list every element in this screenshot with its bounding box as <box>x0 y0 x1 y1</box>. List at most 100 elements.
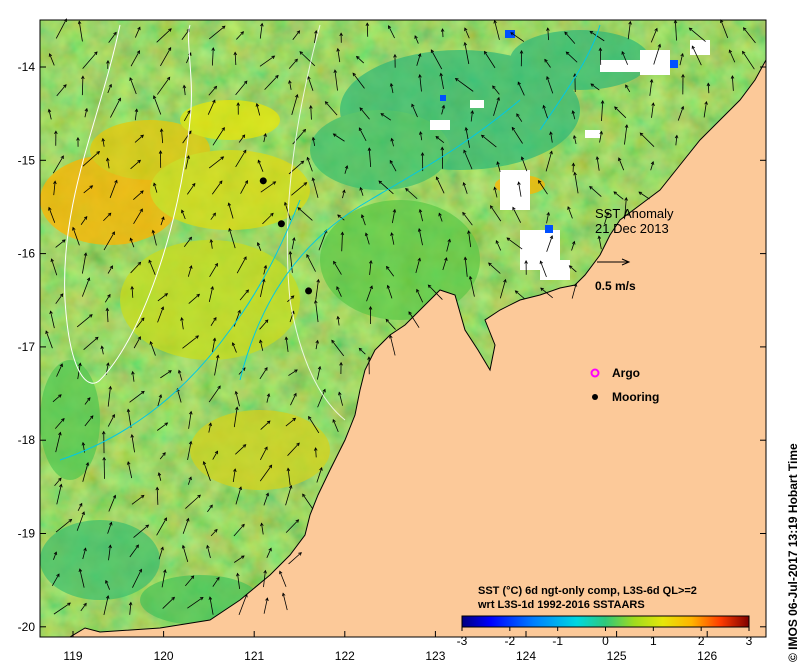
current-vector-head <box>215 354 220 359</box>
current-vector-head <box>77 20 82 25</box>
current-vector-head <box>444 257 448 261</box>
y-tick-label: -18 <box>18 433 36 447</box>
current-vector-head <box>435 176 440 181</box>
current-vector-head <box>134 108 139 113</box>
current-vector-head <box>181 544 186 549</box>
current-vector-head <box>257 159 261 164</box>
current-vector-head <box>651 102 655 107</box>
current-vector <box>208 385 221 403</box>
current-vector <box>130 238 135 248</box>
current-vector-head <box>105 595 110 599</box>
current-vector <box>284 202 291 221</box>
current-vector <box>153 95 162 115</box>
current-vector-head <box>314 29 318 34</box>
current-vector <box>565 51 578 63</box>
current-vector <box>212 338 216 353</box>
current-vector <box>287 442 300 456</box>
current-vector <box>651 103 654 118</box>
current-vector-head <box>488 262 492 267</box>
current-vector <box>236 31 244 40</box>
current-vector-head <box>137 159 141 164</box>
current-vectors <box>45 18 756 616</box>
current-vector <box>162 597 175 609</box>
current-vector <box>260 279 265 298</box>
current-vector <box>521 156 528 172</box>
current-vector-head <box>544 58 548 63</box>
current-vector-head <box>264 319 269 323</box>
current-vector-head <box>221 127 225 131</box>
current-vector-head <box>336 47 340 52</box>
current-vector-head <box>681 73 685 78</box>
current-vector-head <box>728 49 733 54</box>
current-vector-head <box>241 523 245 528</box>
current-vector-head <box>108 544 112 549</box>
current-vector <box>84 415 94 427</box>
current-vector <box>341 232 343 252</box>
current-vector <box>315 300 319 323</box>
current-vector <box>156 487 159 505</box>
current-vector-head <box>496 161 500 165</box>
current-vector <box>546 235 553 252</box>
current-vector <box>183 110 191 122</box>
current-vector-head <box>236 572 240 577</box>
current-vector <box>677 106 684 121</box>
current-vector <box>493 97 500 116</box>
mooring-locations <box>259 177 313 295</box>
current-vector <box>76 314 93 328</box>
current-vector <box>333 133 345 142</box>
current-vector-head <box>87 397 91 401</box>
current-vector <box>365 233 370 245</box>
current-vector <box>743 27 756 44</box>
current-vector <box>292 30 300 40</box>
current-vector <box>107 414 115 427</box>
current-vector-head <box>135 544 139 549</box>
current-vector <box>638 191 650 200</box>
current-vector <box>494 20 500 40</box>
current-vector <box>133 190 144 201</box>
current-vector <box>385 319 396 330</box>
current-vector <box>185 494 201 509</box>
current-vector-head <box>742 50 746 55</box>
current-vector <box>156 422 168 431</box>
current-vector <box>187 265 192 277</box>
current-vector-head <box>265 492 270 497</box>
x-tick-label: 123 <box>425 649 445 663</box>
current-vector <box>464 257 468 277</box>
current-vector-head <box>255 103 260 107</box>
current-vector <box>596 156 600 171</box>
current-vector-head <box>315 339 319 344</box>
current-vector <box>110 98 121 118</box>
current-vector-head <box>311 177 316 182</box>
current-vector-head <box>108 83 112 88</box>
current-vector <box>160 216 165 226</box>
current-vector <box>545 151 553 172</box>
current-vector-head <box>81 75 85 80</box>
x-tick-label: 119 <box>63 649 82 663</box>
current-vector-head <box>137 336 141 340</box>
current-vector <box>438 213 443 222</box>
current-vector <box>352 72 365 89</box>
current-vector <box>131 495 145 505</box>
current-vector <box>391 209 396 224</box>
current-vector <box>414 35 419 44</box>
current-vector-head <box>307 75 311 80</box>
current-vector-head <box>188 476 192 481</box>
current-vector <box>599 131 603 143</box>
current-vector <box>691 45 702 66</box>
current-vector-head <box>86 277 91 282</box>
current-vector <box>206 545 211 559</box>
current-vector <box>589 186 602 197</box>
current-vector-head <box>339 32 343 37</box>
current-vector-head <box>210 285 214 290</box>
current-vector-head <box>514 290 519 294</box>
current-vector <box>405 188 418 200</box>
current-vector-head <box>49 310 53 315</box>
current-vector-head <box>180 316 184 321</box>
current-vector-head <box>181 209 185 214</box>
current-vector-head <box>130 285 134 290</box>
current-vector-head <box>546 211 550 216</box>
current-vector-head <box>186 517 190 522</box>
current-vector <box>625 84 631 93</box>
current-vector <box>153 183 158 193</box>
current-vector-head <box>263 569 267 574</box>
